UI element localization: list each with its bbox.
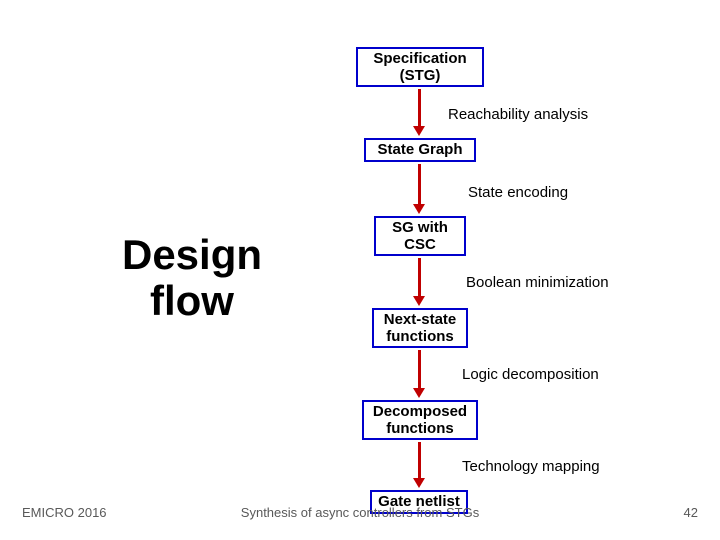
footer-center: Synthesis of async controllers from STGs — [241, 505, 479, 520]
page-title: Design flow — [92, 232, 292, 324]
arrow-nextstate-to-decomp — [418, 350, 421, 390]
arrow-head-sgcsc-to-nextstate — [413, 296, 425, 306]
flow-box-sgcsc: SG with CSC — [374, 216, 466, 256]
step-label-4: Technology mapping — [462, 458, 600, 475]
arrow-decomp-to-gatenetlist — [418, 442, 421, 480]
arrow-head-stategraph-to-sgcsc — [413, 204, 425, 214]
flow-box-decomp: Decomposed functions — [362, 400, 478, 440]
flow-box-nextstate: Next-state functions — [372, 308, 468, 348]
step-label-1: State encoding — [468, 184, 568, 201]
title-line2: flow — [150, 277, 234, 324]
arrow-sgcsc-to-nextstate — [418, 258, 421, 298]
arrow-stategraph-to-sgcsc — [418, 164, 421, 206]
title-line1: Design — [122, 231, 262, 278]
arrow-head-nextstate-to-decomp — [413, 388, 425, 398]
arrow-head-spec-to-stategraph — [413, 126, 425, 136]
footer-left: EMICRO 2016 — [22, 505, 107, 520]
footer-right: 42 — [684, 505, 698, 520]
arrow-spec-to-stategraph — [418, 89, 421, 128]
arrow-head-decomp-to-gatenetlist — [413, 478, 425, 488]
flow-box-stategraph: State Graph — [364, 138, 476, 162]
step-label-3: Logic decomposition — [462, 366, 599, 383]
flow-box-spec: Specification (STG) — [356, 47, 484, 87]
step-label-0: Reachability analysis — [448, 106, 588, 123]
step-label-2: Boolean minimization — [466, 274, 609, 291]
